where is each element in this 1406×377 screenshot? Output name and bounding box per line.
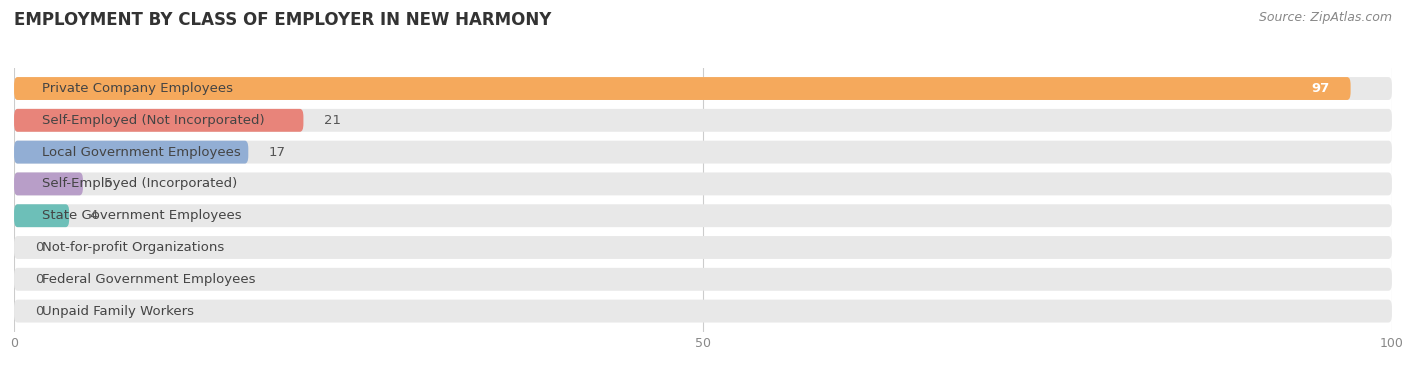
FancyBboxPatch shape [14, 204, 69, 227]
FancyBboxPatch shape [14, 268, 1392, 291]
FancyBboxPatch shape [14, 204, 1392, 227]
Text: 0: 0 [35, 241, 44, 254]
Text: 0: 0 [35, 305, 44, 317]
FancyBboxPatch shape [14, 109, 1392, 132]
FancyBboxPatch shape [14, 300, 1392, 323]
Text: 5: 5 [104, 178, 112, 190]
Text: 0: 0 [35, 273, 44, 286]
Text: 17: 17 [269, 146, 285, 159]
FancyBboxPatch shape [14, 109, 304, 132]
Text: EMPLOYMENT BY CLASS OF EMPLOYER IN NEW HARMONY: EMPLOYMENT BY CLASS OF EMPLOYER IN NEW H… [14, 11, 551, 29]
Text: 97: 97 [1312, 82, 1330, 95]
FancyBboxPatch shape [14, 141, 1392, 164]
Text: Private Company Employees: Private Company Employees [42, 82, 232, 95]
FancyBboxPatch shape [14, 172, 1392, 195]
Text: State Government Employees: State Government Employees [42, 209, 242, 222]
Text: Source: ZipAtlas.com: Source: ZipAtlas.com [1258, 11, 1392, 24]
Text: Not-for-profit Organizations: Not-for-profit Organizations [42, 241, 224, 254]
Text: Self-Employed (Not Incorporated): Self-Employed (Not Incorporated) [42, 114, 264, 127]
Text: Self-Employed (Incorporated): Self-Employed (Incorporated) [42, 178, 236, 190]
FancyBboxPatch shape [14, 141, 249, 164]
Text: Federal Government Employees: Federal Government Employees [42, 273, 254, 286]
FancyBboxPatch shape [14, 172, 83, 195]
Text: 21: 21 [325, 114, 342, 127]
Text: 4: 4 [90, 209, 98, 222]
Text: Unpaid Family Workers: Unpaid Family Workers [42, 305, 194, 317]
Text: Local Government Employees: Local Government Employees [42, 146, 240, 159]
FancyBboxPatch shape [14, 236, 1392, 259]
FancyBboxPatch shape [14, 77, 1351, 100]
FancyBboxPatch shape [14, 77, 1392, 100]
